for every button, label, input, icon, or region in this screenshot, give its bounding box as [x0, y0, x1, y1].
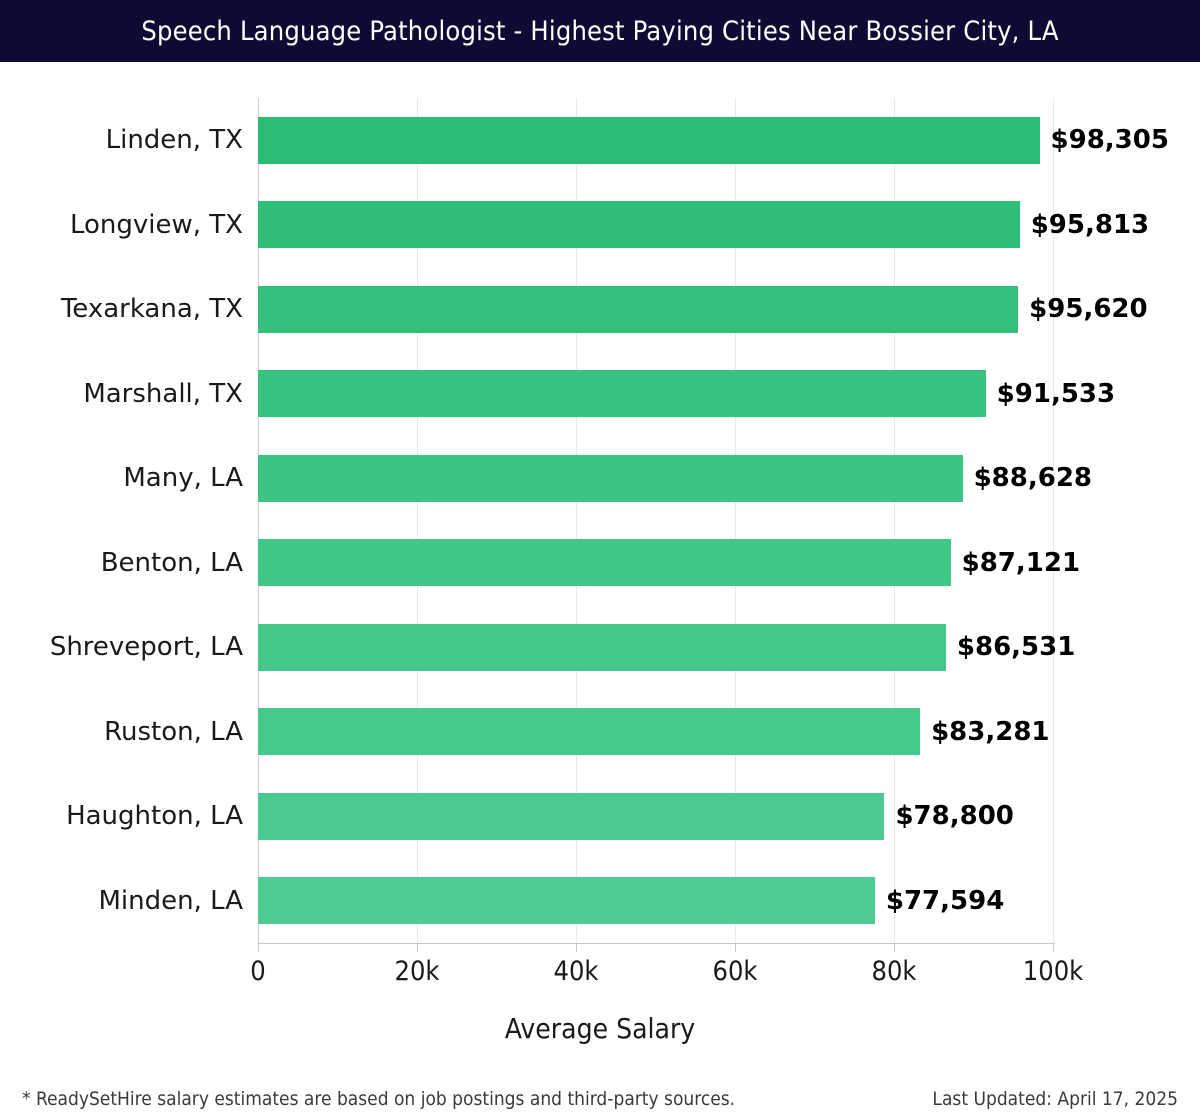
category-label: Linden, TX	[105, 125, 243, 156]
chart-footer: * ReadySetHire salary estimates are base…	[0, 1078, 1200, 1120]
chart-title-bar: Speech Language Pathologist - Highest Pa…	[0, 0, 1200, 62]
x-tick-label: 0	[250, 956, 266, 987]
gridline	[735, 98, 736, 943]
x-tick-label: 20k	[394, 956, 440, 987]
x-tick-mark	[417, 943, 418, 952]
category-label: Marshall, TX	[83, 378, 243, 409]
bar-value-label: $87,121	[961, 547, 1081, 578]
bar-row[interactable]: Many, LA $88,628	[0, 454, 1200, 502]
bar-row[interactable]: Minden, LA $77,594	[0, 877, 1200, 925]
bar[interactable]	[258, 201, 1020, 249]
bar[interactable]	[258, 116, 1040, 164]
bar-value-label: $78,800	[895, 801, 1014, 832]
category-label: Longview, TX	[69, 209, 243, 240]
chart-canvas: Linden, TX $98,305 Longview, TX $95,813 Texa…	[0, 62, 1200, 1062]
plot-area	[258, 98, 1054, 943]
bar-row[interactable]: Texarkana, TX $95,620	[0, 285, 1200, 333]
x-axis-line	[258, 943, 1055, 944]
category-label: Benton, LA	[100, 547, 243, 578]
bar-row[interactable]: Linden, TX $98,305	[0, 116, 1200, 164]
x-tick-label: 100k	[1022, 956, 1084, 987]
gridline	[417, 98, 418, 943]
bar-value-label: $88,628	[973, 463, 1092, 494]
bar-value-label: $86,531	[956, 632, 1076, 663]
bar-row[interactable]: Marshall, TX $91,533	[0, 370, 1200, 418]
footer-disclaimer: * ReadySetHire salary estimates are base…	[22, 1088, 736, 1110]
x-tick-mark	[1053, 943, 1054, 952]
bar-row[interactable]: Shreveport, LA $86,531	[0, 623, 1200, 671]
category-label: Texarkana, TX	[60, 294, 243, 325]
bar-row[interactable]: Benton, LA $87,121	[0, 539, 1200, 587]
bar[interactable]	[258, 623, 946, 671]
bar-row[interactable]: Longview, TX $95,813	[0, 201, 1200, 249]
page-title: Speech Language Pathologist - Highest Pa…	[141, 15, 1059, 47]
x-tick-label: 60k	[712, 956, 758, 987]
bar-value-label: $95,813	[1030, 209, 1150, 240]
bar-value-label: $83,281	[931, 716, 1050, 747]
x-tick-label: 40k	[553, 956, 599, 987]
bar[interactable]	[258, 370, 986, 418]
x-tick-mark	[735, 943, 736, 952]
gridline	[258, 98, 259, 943]
bar[interactable]	[258, 539, 951, 587]
x-tick-mark	[576, 943, 577, 952]
bar-value-label: $95,620	[1029, 294, 1148, 325]
category-label: Haughton, LA	[66, 801, 243, 832]
category-label: Minden, LA	[98, 885, 243, 916]
category-label: Ruston, LA	[104, 716, 243, 747]
x-tick-mark	[894, 943, 895, 952]
gridline	[576, 98, 577, 943]
category-label: Many, LA	[123, 463, 243, 494]
gridline	[894, 98, 895, 943]
bar-value-label: $98,305	[1050, 125, 1169, 156]
x-axis-title: Average Salary	[504, 1012, 696, 1045]
bar-value-label: $91,533	[996, 378, 1116, 409]
gridline	[1053, 98, 1054, 943]
x-tick-mark	[258, 943, 259, 952]
bar[interactable]	[258, 877, 875, 925]
bar[interactable]	[258, 792, 885, 840]
bar-row[interactable]: Ruston, LA $83,281	[0, 708, 1200, 756]
x-tick-label: 80k	[871, 956, 917, 987]
bar[interactable]	[258, 454, 963, 502]
footer-last-updated: Last Updated: April 17, 2025	[932, 1088, 1178, 1110]
category-label: Shreveport, LA	[49, 632, 243, 663]
bar-row[interactable]: Haughton, LA $78,800	[0, 792, 1200, 840]
bar-value-label: $77,594	[885, 885, 1005, 916]
bar[interactable]	[258, 708, 921, 756]
bar[interactable]	[258, 285, 1019, 333]
